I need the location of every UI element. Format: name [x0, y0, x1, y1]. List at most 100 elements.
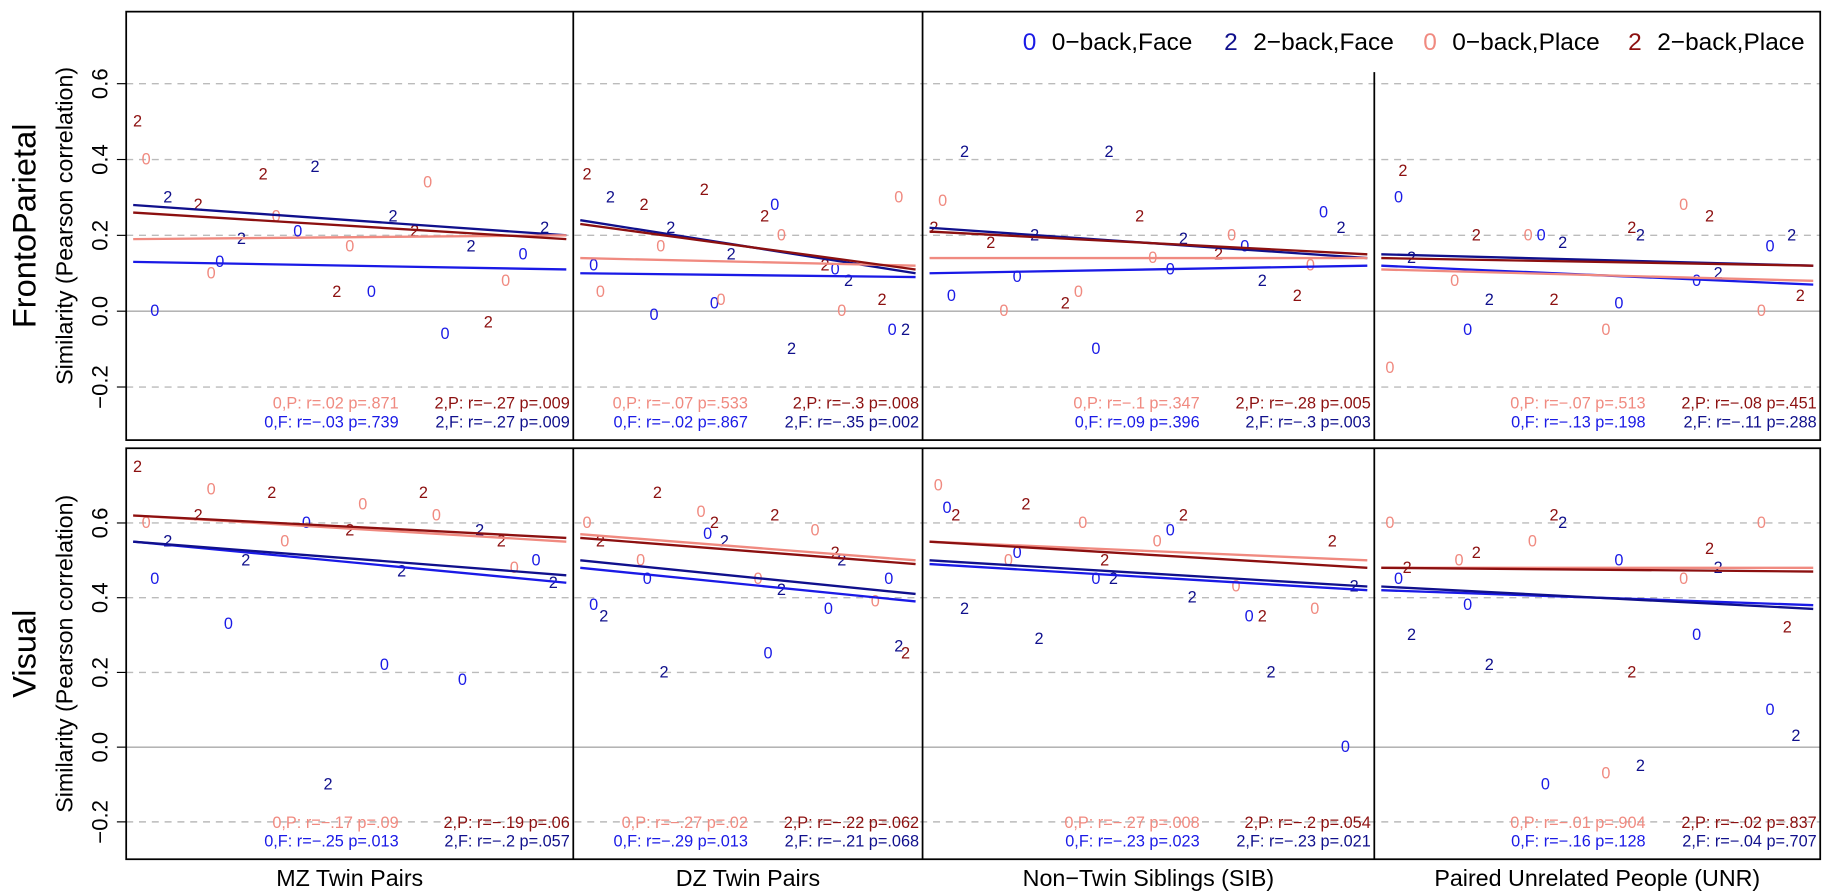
point: 2 — [821, 257, 830, 275]
point: 0 — [777, 226, 786, 244]
point: 2 — [1179, 230, 1188, 248]
point: 2 — [410, 223, 419, 241]
row-label: FrontoParietal — [5, 124, 42, 329]
point: 2 — [1266, 663, 1275, 681]
trend-line — [929, 559, 1368, 588]
point: 2 — [1627, 219, 1636, 237]
point: 0 — [824, 600, 833, 618]
point: 2 — [540, 219, 549, 237]
point: 2 — [1558, 234, 1567, 252]
stat-label: 0,P: r=−.27 p=.008 — [1064, 814, 1199, 832]
trend-line — [133, 540, 567, 577]
point: 0 — [1394, 188, 1403, 206]
point: 0 — [518, 245, 527, 263]
point: 0 — [302, 514, 311, 532]
point: 2 — [332, 283, 341, 301]
stat-label: 2,P: r=−.27 p=.009 — [434, 395, 569, 413]
y-tick-label: 0.2 — [88, 220, 113, 251]
point: 2 — [1783, 619, 1792, 637]
point: 2 — [596, 533, 605, 551]
point: 0 — [589, 596, 598, 614]
point: 0 — [1385, 359, 1394, 377]
point: 2 — [720, 533, 729, 551]
stat-label: 2,P: r=−.3 p=.008 — [793, 395, 919, 413]
stat-label: 2,P: r=−.28 p=.005 — [1235, 395, 1370, 413]
stat-label: 0,F: r=−.03 p=.739 — [264, 413, 398, 431]
x-axis-label: MZ Twin Pairs — [276, 865, 423, 891]
point: 2 — [727, 245, 736, 263]
point: 0 — [423, 173, 432, 191]
legend-marker: 0 — [1423, 29, 1437, 56]
stat-label: 2,F: r=−.3 p=.003 — [1245, 413, 1370, 431]
point: 2 — [700, 181, 709, 199]
point: 0 — [1310, 600, 1319, 618]
point: 0 — [884, 570, 893, 588]
point: 0 — [894, 188, 903, 206]
point: 2 — [1627, 663, 1636, 681]
point: 0 — [1245, 607, 1254, 625]
point: 0 — [1679, 570, 1688, 588]
point: 2 — [1214, 245, 1223, 263]
point: 0 — [510, 559, 519, 577]
stat-label: 0,F: r=−.16 p=.128 — [1511, 832, 1645, 850]
point: 0 — [345, 238, 354, 256]
y-tick-label: 0.2 — [88, 657, 113, 688]
point: 0 — [888, 321, 897, 339]
stat-label: 2,F: r=−.11 p=.288 — [1684, 413, 1817, 431]
stat-label: 2,P: r=−.02 p=.837 — [1681, 814, 1816, 832]
point: 2 — [777, 581, 786, 599]
point: 0 — [717, 291, 726, 309]
point: 0 — [293, 223, 302, 241]
point: 0 — [1601, 321, 1610, 339]
legend-background — [926, 13, 1818, 70]
stat-label: 2,F: r=−.21 p=.068 — [785, 832, 919, 850]
trend-line — [580, 559, 916, 596]
trend-line — [580, 256, 916, 267]
trend-line — [1381, 256, 1814, 267]
point: 2 — [267, 484, 276, 502]
point: 2 — [1550, 506, 1559, 524]
trend-line — [929, 264, 1368, 275]
point: 2 — [163, 533, 172, 551]
trend-line — [133, 514, 567, 540]
stat-label: 0,P: r=−.17 p=.09 — [272, 814, 398, 832]
point: 2 — [960, 600, 969, 618]
stat-label: 2,F: r=−.27 p=.009 — [435, 413, 569, 431]
point: 0 — [810, 521, 819, 539]
plot-frame — [125, 10, 1822, 441]
point: 2 — [163, 188, 172, 206]
point: 0 — [280, 533, 289, 551]
point: 2 — [1135, 207, 1144, 225]
point: 2 — [1705, 207, 1714, 225]
stat-label: 0,P: r=−.07 p=.533 — [613, 395, 748, 413]
point: 2 — [986, 234, 995, 252]
point: 2 — [878, 291, 887, 309]
legend-marker: 2 — [1628, 29, 1642, 56]
point: 2 — [549, 574, 558, 592]
point: 0 — [1074, 283, 1083, 301]
point: 2 — [710, 514, 719, 532]
stat-label: 0,P: r=−.1 p=.347 — [1073, 395, 1199, 413]
point: 2 — [666, 219, 675, 237]
y-axis-label: Similarity (Pearson correlation) — [52, 67, 78, 385]
stat-label: 2,P: r=−.19 p=.06 — [444, 814, 570, 832]
y-tick-label: −0.2 — [88, 365, 113, 409]
stat-label: 0,F: r=−.13 p=.198 — [1511, 413, 1645, 431]
point: 2 — [345, 521, 354, 539]
point: 0 — [1013, 544, 1022, 562]
point: 0 — [1614, 551, 1623, 569]
trend-line — [929, 230, 1368, 256]
y-tick-label: 0.6 — [88, 508, 113, 539]
point: 0 — [215, 253, 224, 271]
point: 0 — [943, 499, 952, 517]
point: 2 — [770, 506, 779, 524]
row-label: Visual — [5, 610, 42, 698]
trend-line — [1381, 585, 1814, 611]
point: 2 — [484, 314, 493, 332]
point: 0 — [934, 477, 943, 495]
